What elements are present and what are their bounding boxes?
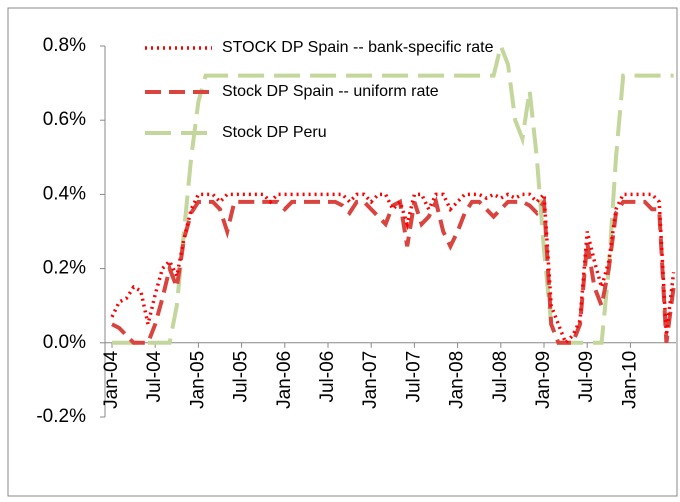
- x-tick-label: Jan-08: [447, 351, 468, 409]
- y-tick-label: 0.8%: [43, 35, 86, 56]
- y-tick-label: 0.2%: [43, 258, 86, 279]
- x-tick-label: Jan-09: [533, 351, 554, 409]
- x-tick-label: Jan-07: [360, 351, 381, 409]
- x-tick-label: Jan-05: [187, 351, 208, 409]
- legend-label: STOCK DP Spain -- bank-specific rate: [222, 39, 494, 56]
- x-tick-label: Jan-06: [274, 351, 295, 409]
- x-tick-label: Jul-05: [231, 351, 252, 403]
- data-line: [110, 190, 676, 346]
- chart-border: [7, 7, 678, 497]
- legend-label: Stock DP Spain -- uniform rate: [222, 83, 439, 100]
- x-tick-label: Jul-08: [490, 351, 511, 403]
- x-tick-label: Jan-04: [101, 350, 122, 409]
- x-tick-label: Jul-04: [144, 350, 165, 402]
- x-tick-label: Jul-06: [317, 351, 338, 403]
- x-tick-label: Jan-10: [619, 351, 640, 409]
- y-tick-label: -0.2%: [36, 406, 86, 427]
- data-line: [112, 39, 674, 345]
- y-tick-label: 0.0%: [43, 332, 86, 353]
- y-tick-label: 0.6%: [43, 109, 86, 130]
- x-tick-label: Jul-09: [576, 351, 597, 403]
- legend-label: Stock DP Peru: [222, 124, 327, 141]
- y-tick-label: 0.4%: [43, 183, 86, 204]
- x-tick-label: Jul-07: [403, 351, 424, 403]
